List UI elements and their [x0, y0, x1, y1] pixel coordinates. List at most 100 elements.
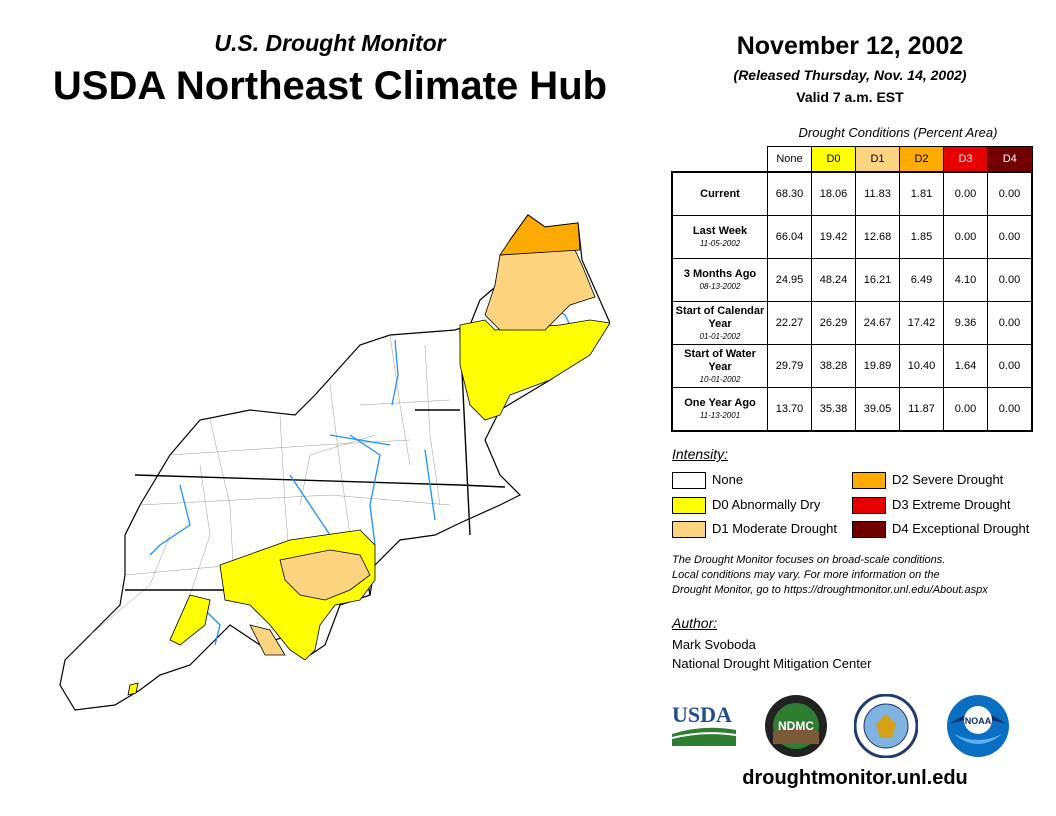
noaa-logo-text: NOAA: [965, 716, 992, 726]
table-cell: 0.00: [987, 387, 1033, 432]
table-cell: 0.00: [943, 171, 988, 216]
table-cell: 19.42: [811, 215, 856, 259]
row-label: 3 Months Ago 08-13-2002: [671, 258, 768, 302]
d1-moderate-drought-areas: [249, 249, 596, 656]
row-date: 10-01-2002: [699, 374, 741, 384]
table-cell: 10.40: [899, 344, 944, 388]
author-org: National Drought Mitigation Center: [672, 656, 872, 671]
row-label-text: Start of Water Year: [684, 347, 756, 373]
legend-swatch: [852, 521, 886, 538]
table-cell: 24.95: [767, 258, 812, 302]
table-cell: 1.81: [899, 171, 944, 216]
table-cell: 0.00: [987, 344, 1033, 388]
row-label-text: 3 Months Ago: [683, 268, 757, 280]
table-cell: 29.79: [767, 344, 812, 388]
note-line: The Drought Monitor focuses on broad-sca…: [672, 554, 946, 566]
table-cell: 13.70: [767, 387, 812, 432]
table-row: Last Week 11-05-2002 66.04 19.42 12.68 1.…: [671, 215, 1033, 259]
commerce-seal-icon: [854, 694, 918, 758]
table-cell: 0.00: [943, 215, 988, 259]
table-cell: 17.42: [899, 301, 944, 345]
legend-swatch: [852, 472, 886, 489]
legend-label: D1 Moderate Drought: [712, 521, 838, 536]
usda-logo-icon: USDA: [672, 702, 736, 746]
table-caption: Drought Conditions (Percent Area): [798, 125, 998, 140]
table-cell: 1.85: [899, 215, 944, 259]
table-cell: 24.67: [855, 301, 900, 345]
noaa-logo-icon: NOAA: [947, 695, 1009, 757]
table-cell: 66.04: [767, 215, 812, 259]
table-cell: 18.06: [811, 171, 856, 216]
table-corner: [672, 147, 768, 173]
row-label: Current: [671, 171, 768, 216]
legend-label: D4 Exceptional Drought: [892, 521, 1030, 536]
map-date: November 12, 2002: [736, 32, 964, 60]
table-cell: 0.00: [987, 215, 1033, 259]
website-link[interactable]: droughtmonitor.unl.edu: [742, 767, 968, 789]
table-cell: 11.83: [855, 171, 900, 216]
table-cell: 4.10: [943, 258, 988, 302]
ndmc-logo-icon: NDMC: [765, 695, 827, 757]
table-cell: 12.68: [855, 215, 900, 259]
table-cell: 35.38: [811, 387, 856, 432]
northeast-drought-map: [59, 214, 610, 711]
legend-title: Intensity:: [672, 446, 729, 462]
table-cell: 26.29: [811, 301, 856, 345]
legend-swatch: [852, 497, 886, 514]
table-cell: 0.00: [987, 258, 1033, 302]
legend-label: D0 Abnormally Dry: [712, 497, 821, 512]
map-subtitle: U.S. Drought Monitor: [214, 30, 446, 56]
legend-label: D2 Severe Drought: [892, 472, 1004, 487]
table-row: 3 Months Ago 08-13-2002 24.95 48.24 16.21…: [671, 258, 1033, 302]
table-cell: 16.21: [855, 258, 900, 302]
release-date: (Released Thursday, Nov. 14, 2002): [733, 67, 967, 83]
col-header-d0: D0: [811, 146, 856, 173]
author-name: Mark Svoboda: [672, 637, 756, 652]
note-line: Local conditions may vary. For more info…: [672, 569, 940, 581]
row-label-text: Last Week: [692, 225, 748, 237]
table-row: Current 68.30 18.06 11.83 1.81 0.00 0.00: [671, 171, 1033, 216]
table-cell: 22.27: [767, 301, 812, 345]
row-label: Start of Water Year 10-01-2002: [671, 344, 768, 388]
table-cell: 0.00: [987, 301, 1033, 345]
row-date: 01-01-2002: [699, 331, 741, 341]
table-cell: 19.89: [855, 344, 900, 388]
row-label: Start of Calendar Year 01-01-2002: [671, 301, 768, 345]
row-date: 11-13-2001: [699, 411, 741, 420]
ndmc-logo-text: NDMC: [778, 719, 814, 733]
col-header-d4: D4: [987, 146, 1033, 173]
col-header-none: None: [767, 146, 812, 173]
legend-label: D3 Extreme Drought: [892, 497, 1011, 512]
table-cell: 1.64: [943, 344, 988, 388]
note-line: Drought Monitor, go to https://droughtmo…: [672, 584, 988, 596]
county-lines: [89, 334, 451, 636]
table-cell: 68.30: [767, 171, 812, 216]
row-label-text: One Year Ago: [684, 397, 756, 409]
legend-swatch: [672, 521, 706, 538]
table-cell: 11.87: [899, 387, 944, 432]
disclaimer-note: The Drought Monitor focuses on broad-sca…: [672, 553, 1042, 598]
table-cell: 48.24: [811, 258, 856, 302]
table-row: Start of Water Year 10-01-2002 29.79 38.2…: [671, 344, 1033, 388]
legend-swatch: [672, 497, 706, 514]
row-date: 11-05-2002: [699, 239, 741, 248]
col-header-d2: D2: [899, 146, 944, 173]
legend-label: None: [712, 472, 744, 487]
legend-swatch: [672, 472, 706, 489]
table-row: Start of Calendar Year 01-01-2002 22.27 2…: [671, 301, 1033, 345]
row-label: One Year Ago 11-13-2001: [671, 387, 768, 432]
table-cell: 0.00: [987, 171, 1033, 216]
table-cell: 9.36: [943, 301, 988, 345]
row-label: Last Week 11-05-2002: [671, 215, 768, 259]
row-date: 08-13-2002: [699, 282, 741, 291]
table-row: One Year Ago 11-13-2001 13.70 35.38 39.05…: [671, 387, 1033, 432]
row-label-text: Current: [700, 187, 740, 200]
usda-logo-text: USDA: [672, 702, 732, 727]
drought-stats-table: None D0 D1 D2 D3 D4 Current 68.30 18.06 …: [671, 146, 1033, 432]
author-title: Author:: [672, 615, 718, 631]
table-cell: 39.05: [855, 387, 900, 432]
col-header-d1: D1: [855, 146, 900, 173]
map-title: USDA Northeast Climate Hub: [52, 64, 608, 108]
table-cell: 0.00: [943, 387, 988, 432]
row-label-text: Start of Calendar Year: [675, 304, 765, 330]
